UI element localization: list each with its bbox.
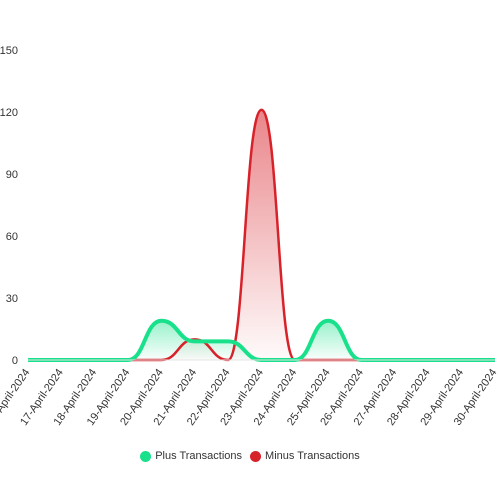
y-tick-label: 0 xyxy=(12,355,18,367)
plus-legend-marker xyxy=(140,450,152,462)
y-axis: 0 30 60 90 120 150 xyxy=(0,45,18,367)
y-tick-label: 120 xyxy=(0,107,18,119)
y-tick-label: 150 xyxy=(0,45,18,57)
minus-legend-label: Minus Transactions xyxy=(265,450,360,462)
area-chart: 0 30 60 90 120 150 16-April-202417-April-2024… xyxy=(0,45,499,428)
plus-transactions-area xyxy=(28,320,495,360)
minus-transactions-area xyxy=(28,109,495,360)
series-areas xyxy=(28,109,495,360)
y-tick-label: 30 xyxy=(6,293,18,305)
minus-legend-marker xyxy=(250,450,262,462)
y-tick-label: 90 xyxy=(6,169,18,181)
plus-legend-label: Plus Transactions xyxy=(155,450,243,462)
legend-item-plus[interactable]: Plus Transactions xyxy=(140,450,242,462)
legend-item-minus[interactable]: Minus Transactions xyxy=(250,450,360,462)
legend: Plus Transactions Minus Transactions xyxy=(0,450,500,462)
y-tick-label: 60 xyxy=(6,231,18,243)
x-axis: 16-April-202417-April-202418-April-20241… xyxy=(0,359,499,428)
